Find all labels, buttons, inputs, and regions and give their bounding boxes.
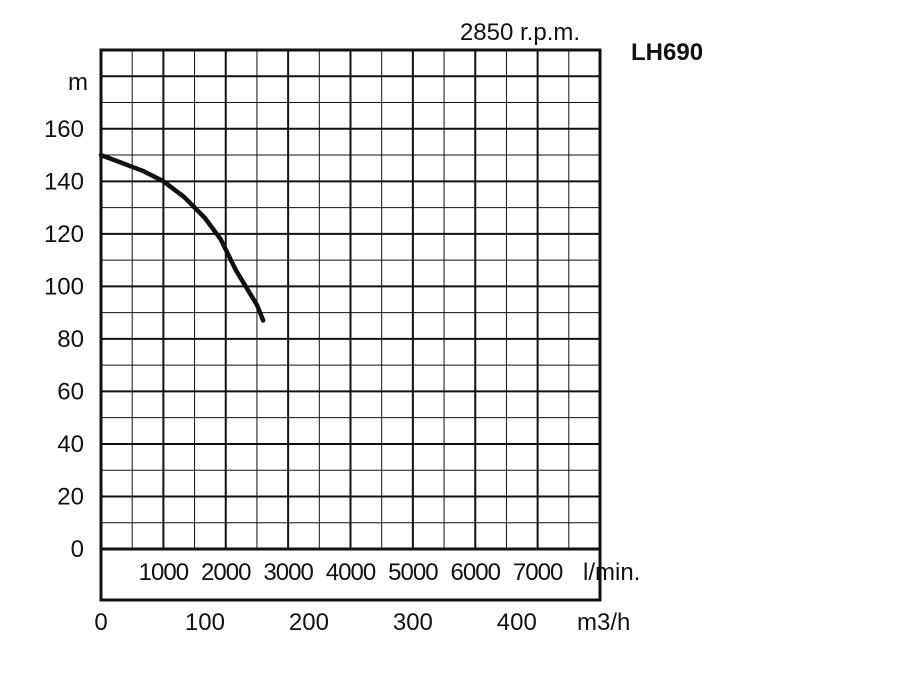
x-primary-tick-label: 400 [497, 609, 537, 636]
x-secondary-tick-labels: 1000 2000 3000 4000 5000 6000 7000 [139, 559, 564, 586]
x-primary-tick-label: 300 [393, 609, 433, 636]
x-secondary-tick-label: 5000 [388, 559, 438, 586]
head-flow-curve [98, 152, 266, 323]
x-primary-unit: m3/h [577, 609, 630, 636]
x-secondary-tick-label: 4000 [326, 559, 376, 586]
y-tick-label: 120 [44, 221, 84, 248]
x-secondary-tick-label: 6000 [451, 559, 501, 586]
x-secondary-tick-label: 2000 [201, 559, 251, 586]
x-secondary-tick-label: 1000 [139, 559, 189, 586]
speed-label: 2850 r.p.m. [460, 19, 580, 46]
x-primary-tick-labels: 0 100 200 300 400 [94, 609, 537, 636]
y-tick-label: 80 [57, 326, 84, 353]
y-tick-label: 60 [57, 378, 84, 405]
model-title: LH690 [631, 39, 703, 66]
y-tick-label: 140 [44, 168, 84, 195]
x-secondary-tick-label: 7000 [513, 559, 563, 586]
x-secondary-unit: l/min. [583, 559, 640, 586]
x-axis-panel [99, 547, 602, 602]
y-tick-label: 40 [57, 431, 84, 458]
y-tick-label: 100 [44, 273, 84, 300]
y-tick-labels: 0 20 40 60 80 100 120 140 160 [44, 116, 84, 563]
y-tick-label: 160 [44, 116, 84, 143]
y-tick-label: 20 [57, 483, 84, 510]
x-primary-tick-label: 0 [94, 609, 107, 636]
chart-grid [101, 50, 600, 549]
x-primary-tick-label: 200 [289, 609, 329, 636]
y-axis-label: m [68, 69, 88, 96]
x-primary-tick-label: 100 [185, 609, 225, 636]
y-tick-label: 0 [71, 536, 84, 563]
x-secondary-tick-label: 3000 [263, 559, 313, 586]
